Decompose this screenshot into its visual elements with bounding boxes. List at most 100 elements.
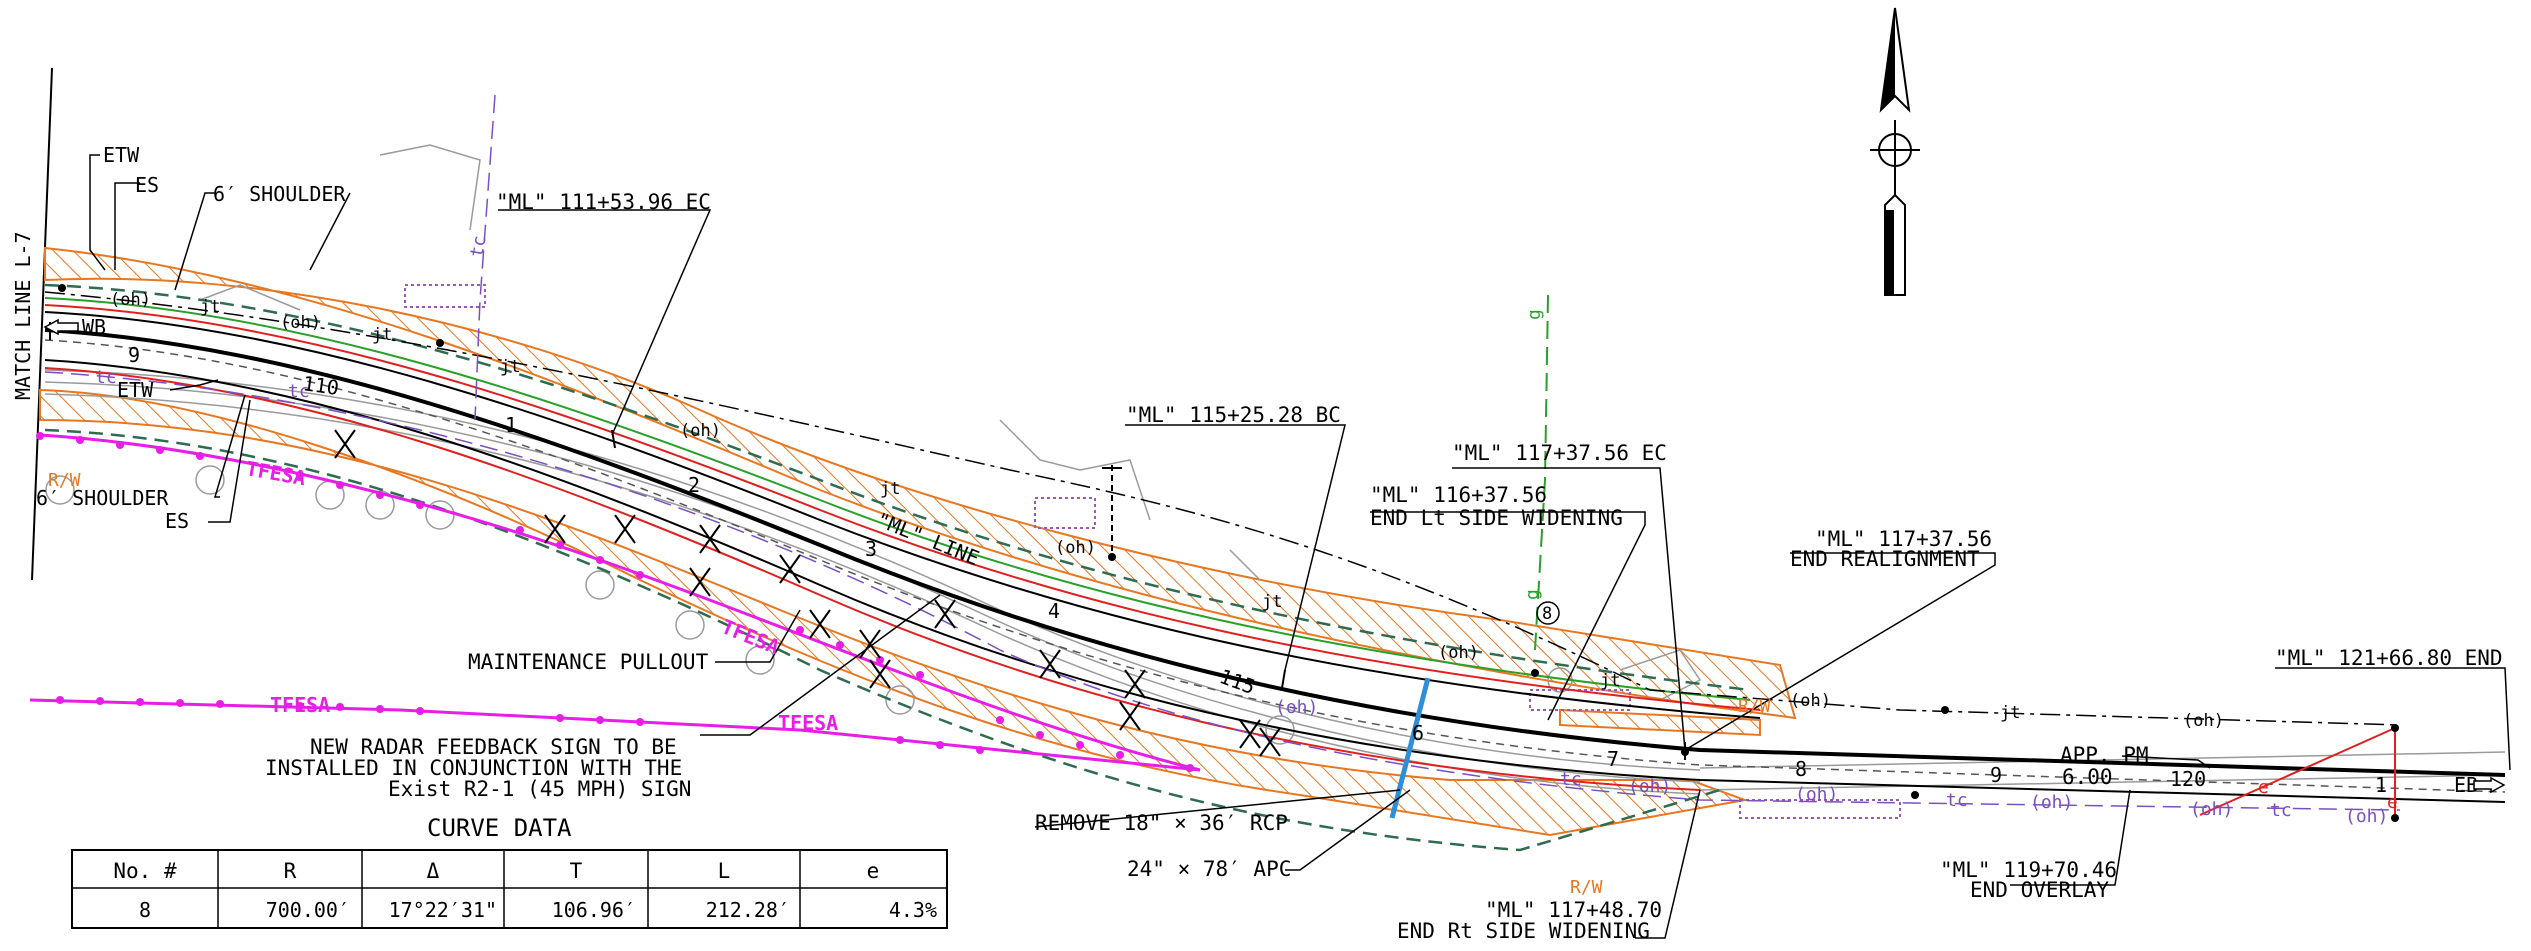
tree-removal-marks: [334, 429, 1281, 757]
curve-cell-r: 700.00′: [266, 898, 350, 922]
number-4: 4: [1048, 599, 1060, 623]
oh-label-8: (oh): [1275, 697, 1318, 718]
ml-119-sub-label: END OVERLAY: [1970, 878, 2109, 902]
e-label-2: e: [2387, 792, 2398, 813]
shoulder-left-label: 6′ SHOULDER: [36, 486, 169, 510]
edge-bottom-black: [44, 359, 2506, 803]
utility-labels: (oh) (oh) (oh) (oh) (oh) (oh) (oh) (oh) …: [95, 234, 2398, 827]
curve-data-table: CURVE DATA No. # R Δ T L e 8 700.00′ 17°…: [71, 814, 948, 929]
curve-header-t: T: [570, 859, 583, 883]
callouts: ETW ES 6′ SHOULDER ETW 6′ SHOULDER ES "M…: [36, 143, 2503, 943]
ml-117-ec-label: "ML" 117+37.56 EC: [1452, 441, 1667, 465]
oh-label-10: (oh): [1795, 784, 1838, 805]
edge-top-green: [44, 297, 1751, 701]
curve-header-r: R: [284, 859, 297, 883]
number-9-left: 9: [128, 343, 140, 367]
curve-cell-no: 8: [139, 898, 151, 922]
ml-centerline: [44, 328, 2506, 777]
jt-label-1: jt: [200, 297, 220, 317]
culvert-pipe: [1389, 677, 1431, 819]
etw-top-label: ETW: [103, 143, 140, 167]
pole-stub: [1102, 465, 1122, 555]
edge-top-black: [44, 311, 1761, 719]
tc-label-4: tc: [1946, 790, 1968, 811]
app-pm-value: 6.00: [2062, 765, 2113, 789]
tc-label-1: tc: [95, 367, 117, 388]
jt-label-3: jt: [500, 357, 520, 377]
es-left-label: ES: [165, 509, 189, 533]
leader-lines: [89, 154, 2511, 939]
ml-11748-sub-label: END Rt SIDE WIDENING: [1397, 919, 1650, 943]
station-115: 115: [1216, 664, 1258, 699]
tc-label-6: tc: [1560, 769, 1582, 790]
tfesa-label-3: TFESA: [270, 693, 330, 717]
rw-label-1: R/W: [48, 470, 81, 491]
tfesa-dots: [36, 432, 1194, 772]
station-120: 120: [2170, 767, 2206, 791]
wb-arrow-icon: [43, 318, 79, 336]
ml-116-sub-label: END Lt SIDE WIDENING: [1370, 506, 1623, 530]
number-1-right: 1: [2375, 773, 2387, 797]
jt-label-7: jt: [2000, 703, 2020, 723]
rw-label-2: R/W: [1738, 696, 1771, 717]
oh-label-11: (oh): [2030, 792, 2073, 813]
topo-lines: [44, 144, 2506, 795]
tc-line: [44, 371, 2401, 811]
number-9-right: 9: [1990, 763, 2002, 787]
ml-121-label: "ML" 121+66.80 END: [2275, 646, 2503, 670]
tc-vertical: [474, 94, 496, 421]
dashed-green-top: [44, 283, 1751, 692]
eb-arrow-icon: [2473, 776, 2506, 794]
curve-number-label: 8: [1542, 604, 1552, 624]
ml-115-label: "ML" 115+25.28 BC: [1126, 403, 1341, 427]
wb-label: WB: [82, 315, 106, 339]
station-110: 110: [301, 371, 340, 400]
number-1: 1: [505, 413, 517, 437]
rw-label-3: R/W: [1570, 877, 1603, 898]
curve-number-circle: [1536, 601, 1560, 625]
g-label-1: g: [1524, 309, 1545, 320]
etw-left-label: ETW: [117, 378, 154, 402]
curve-cell-l: 212.28′: [706, 898, 790, 922]
jt-label-4: jt: [880, 479, 900, 499]
curve-cell-e: 4.3%: [889, 898, 937, 922]
shoulder-top-label: 6′ SHOULDER: [213, 182, 346, 206]
curve-header-delta: Δ: [427, 859, 440, 883]
tfesa-label-4: TFESA: [778, 711, 838, 735]
ml-117r-label: "ML" 117+37.56: [1815, 527, 1992, 551]
oh-label-12: (oh): [2190, 799, 2233, 820]
maintenance-pullout-label: MAINTENANCE PULLOUT: [468, 650, 709, 674]
remove-rcp-label: REMOVE 18" × 36′ RCP: [1035, 811, 1288, 835]
oh-label-2: (oh): [280, 313, 321, 333]
number-7: 7: [1607, 747, 1619, 771]
oh-label-1: (oh): [110, 290, 151, 310]
jt-label-6: jt: [1600, 671, 1620, 691]
curve-header-l: L: [718, 859, 731, 883]
north-arrow-icon: [1870, 7, 1920, 296]
jt-label-5: jt: [1262, 592, 1282, 612]
dashed-green-bottom: [44, 428, 1721, 852]
radar-sign-label-1: NEW RADAR FEEDBACK SIGN TO BE: [310, 735, 677, 759]
es-top-label: ES: [135, 173, 159, 197]
number-8: 8: [1795, 757, 1807, 781]
match-line: MATCH LINE L-7: [11, 67, 53, 581]
purple-strips: [404, 284, 1901, 819]
g-label-2: g: [1522, 589, 1543, 600]
match-line-label: MATCH LINE L-7: [11, 231, 35, 400]
ml-119-label: "ML" 119+70.46: [1940, 858, 2117, 882]
apc-label: 24" × 78′ APC: [1127, 857, 1291, 881]
jt-label-2: jt: [372, 325, 392, 345]
curve-header-e: e: [867, 859, 880, 883]
tc-label-3: tc: [466, 234, 490, 259]
curve-cell-delta: 17°22′31": [389, 898, 497, 922]
oh-label-6: (oh): [1790, 691, 1831, 711]
tc-label-5: tc: [2270, 800, 2292, 821]
dashed-centerline: [44, 339, 2506, 793]
curve-data-title: CURVE DATA: [427, 814, 572, 842]
curve-cell-t: 106.96′: [552, 898, 636, 922]
app-pm-label: APP. PM: [2060, 743, 2149, 767]
oh-label-13: (oh): [2345, 806, 2388, 827]
oh-label-3: (oh): [680, 421, 721, 441]
oh-label-7: (oh): [2183, 711, 2224, 731]
